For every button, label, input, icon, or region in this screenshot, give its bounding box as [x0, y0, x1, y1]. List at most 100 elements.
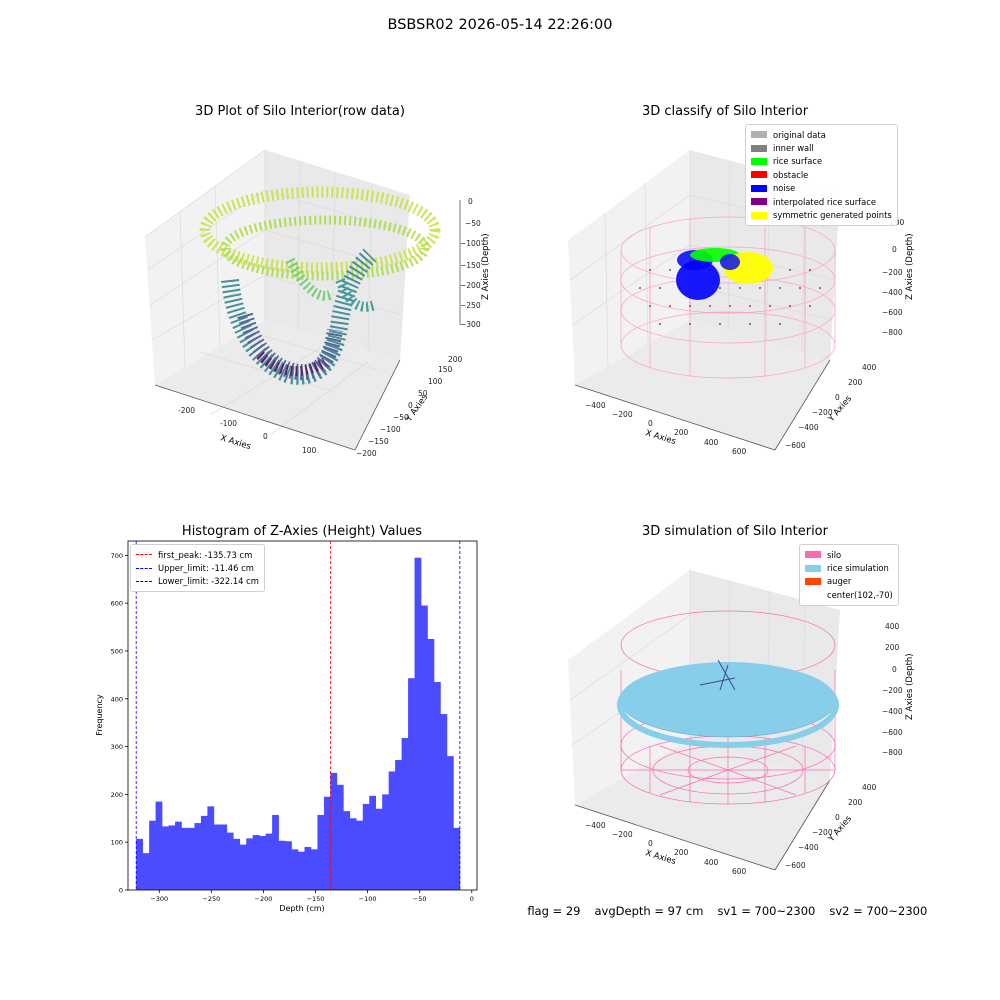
- histogram-bar: [149, 820, 156, 890]
- x-tick-label: −200: [255, 895, 273, 903]
- plot4-legend: silo rice simulation auger center(102,-7…: [799, 544, 899, 606]
- y-tick-label: 100: [111, 839, 123, 847]
- histogram-bar: [330, 772, 338, 890]
- p4-xlabel: X Axies: [644, 848, 677, 867]
- histogram-bar: [207, 806, 215, 890]
- p2-ytick: 400: [862, 363, 877, 372]
- sv1-value: sv1 = 700~2300: [717, 904, 816, 918]
- legend-entry-auger: auger: [805, 575, 893, 588]
- p1-zlabel: Z Axies (Depth): [481, 233, 491, 300]
- y-tick-label: 600: [111, 600, 123, 608]
- histogram-bar: [401, 737, 409, 890]
- histogram-bar: [226, 832, 234, 890]
- p2-xtick: 0: [648, 419, 653, 428]
- p1-xtick: 0: [263, 432, 268, 441]
- p4-ytick: 200: [848, 798, 863, 807]
- p4-xtick: 600: [732, 867, 747, 876]
- histogram-bar: [278, 840, 286, 890]
- histogram-bar: [272, 814, 279, 890]
- legend-entry-interpolated: interpolated rice surface: [751, 195, 892, 208]
- legend-entry-silo: silo: [805, 548, 893, 561]
- histogram-bar: [194, 823, 202, 890]
- p2-ztick: 0: [892, 245, 897, 254]
- legend-entry-center: center(102,-70): [827, 589, 893, 600]
- plot1-3d-raw-scatter: -200 -100 0 100 200 150 100 50 0 −50 −10…: [144, 149, 491, 458]
- legend-swatch: [751, 171, 767, 179]
- p4-ztick: 0: [892, 665, 897, 674]
- plot4-3d-simulation: −400 −200 0 200 400 600 400 200 0 −200 −…: [568, 570, 915, 876]
- legend-entry-symmetric: symmetric generated points: [751, 208, 892, 221]
- p4-ztick: 200: [885, 643, 900, 652]
- histogram-bar: [323, 796, 331, 890]
- p2-ztick: −800: [882, 328, 903, 337]
- p1-ztick: −100: [460, 239, 481, 248]
- p4-ytick: −200: [812, 828, 833, 837]
- p1-xtick: 100: [302, 446, 317, 455]
- histogram-bar: [356, 820, 364, 890]
- p2-ytick: 0: [835, 393, 840, 402]
- histogram-bar: [155, 801, 163, 890]
- p1-ytick: −50: [393, 413, 409, 422]
- p2-xtick: −400: [585, 401, 606, 410]
- histogram-bar: [285, 841, 292, 890]
- legend-entry-rice-surface: rice surface: [751, 155, 892, 168]
- p2-ytick: −600: [785, 441, 806, 450]
- p2-xtick: 400: [704, 438, 719, 447]
- p4-xtick: −400: [585, 821, 606, 830]
- sv2-value: sv2 = 700~2300: [829, 904, 928, 918]
- classified-points: [676, 248, 773, 300]
- histogram-bar: [336, 784, 344, 890]
- p4-xtick: 200: [674, 848, 689, 857]
- p1-ztick: −150: [460, 261, 481, 270]
- legend-entry-rice-simulation: rice simulation: [805, 561, 893, 574]
- histogram-bar: [395, 759, 402, 890]
- p4-ytick: −400: [798, 843, 819, 852]
- legend-swatch: [751, 131, 767, 139]
- y-tick-label: 300: [111, 743, 123, 751]
- p2-xlabel: X Axies: [644, 428, 677, 447]
- p4-xtick: −200: [612, 830, 633, 839]
- histogram-bar: [349, 818, 357, 890]
- histogram-ylabel: Frequency: [95, 694, 104, 736]
- legend-entry-lower-limit: Lower_limit: -322.14 cm: [136, 575, 259, 588]
- histogram-bar: [343, 811, 351, 890]
- legend-swatch: [751, 198, 767, 206]
- p2-zlabel: Z Axies (Depth): [905, 233, 915, 300]
- p1-ytick: −100: [380, 425, 401, 434]
- p1-ztick: −300: [460, 320, 481, 329]
- x-tick-label: −250: [202, 895, 220, 903]
- legend-entry-inner-wall: inner wall: [751, 141, 892, 154]
- p1-ytick: 0: [408, 401, 413, 410]
- y-tick-label: 0: [119, 887, 123, 895]
- legend-entry-first-peak: first_peak: -135.73 cm: [136, 548, 259, 561]
- p4-xtick: 0: [648, 839, 653, 848]
- histogram-bar: [259, 835, 266, 890]
- plot4-title: 3D simulation of Silo Interior: [642, 524, 828, 539]
- x-tick-label: −150: [307, 895, 325, 903]
- p4-ztick: −200: [882, 686, 903, 695]
- legend-swatch: [751, 184, 767, 192]
- p4-ytick: 0: [835, 813, 840, 822]
- histogram-bar: [298, 851, 305, 890]
- histogram-bar: [239, 844, 247, 890]
- histogram-xlabel: Depth (cm): [279, 904, 324, 913]
- p2-ytick: 200: [848, 378, 863, 387]
- x-tick-label: −300: [150, 895, 168, 903]
- histogram-bar: [142, 853, 150, 890]
- p2-ztick: −600: [882, 308, 903, 317]
- histogram-bar: [362, 803, 370, 890]
- p1-ztick: 0: [468, 197, 473, 206]
- histogram-bar: [446, 756, 454, 890]
- p1-xtick: -100: [220, 419, 237, 428]
- histogram-bar: [246, 838, 254, 890]
- p1-ztick: −250: [460, 301, 481, 310]
- p4-ytick: −600: [785, 861, 806, 870]
- p2-ztick: −400: [882, 288, 903, 297]
- p4-ztick: −800: [882, 748, 903, 757]
- histogram-bar: [136, 838, 143, 890]
- legend-swatch: [751, 211, 767, 219]
- histogram-bar: [421, 605, 428, 890]
- histogram-bar: [433, 682, 441, 890]
- histogram-bar: [375, 808, 383, 890]
- histogram-bar: [440, 714, 448, 890]
